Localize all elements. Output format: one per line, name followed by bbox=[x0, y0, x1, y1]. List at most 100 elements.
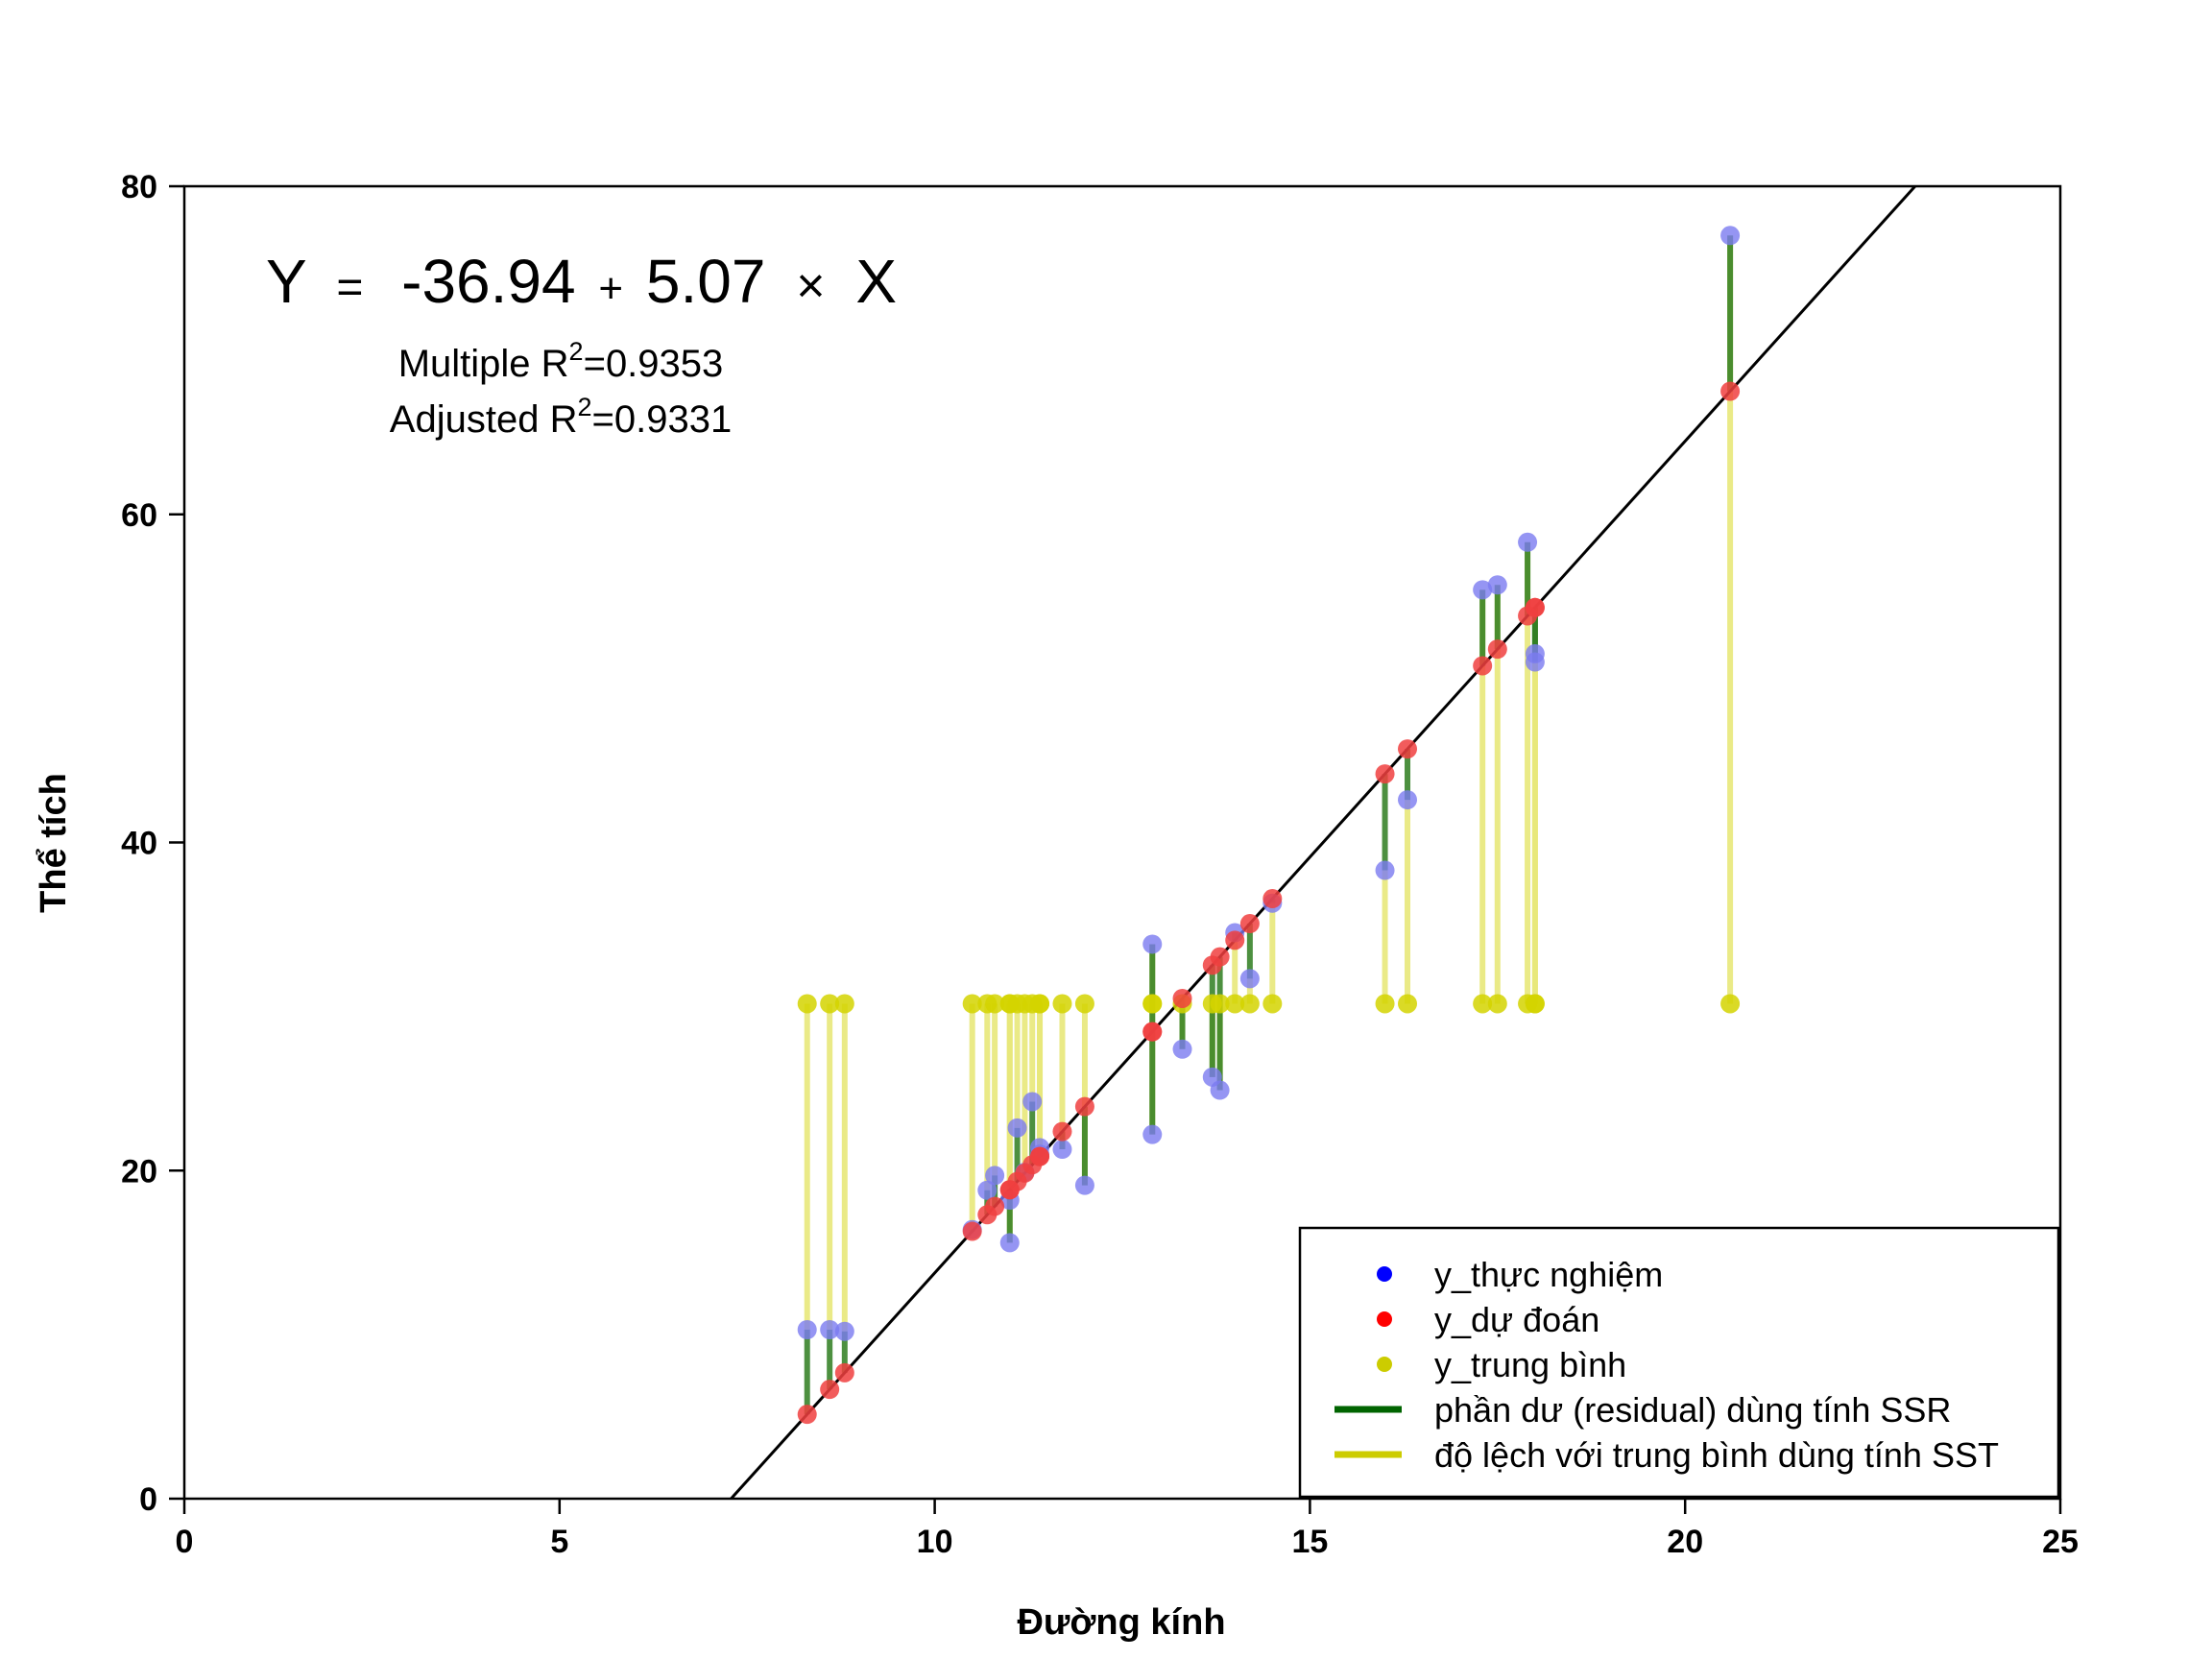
mean-point bbox=[1398, 994, 1418, 1014]
observed-point bbox=[1022, 1092, 1043, 1112]
x-tick-label: 5 bbox=[550, 1524, 568, 1560]
equation-equals: = bbox=[336, 262, 363, 313]
legend-box bbox=[1298, 1226, 2060, 1499]
legend-label-deviation: độ lệch với trung bình dùng tính SST bbox=[1434, 1435, 1999, 1475]
x-tick-label: 20 bbox=[1667, 1524, 1703, 1560]
mean-point bbox=[1262, 994, 1283, 1014]
observed-point bbox=[1398, 790, 1418, 810]
mean-point bbox=[1052, 994, 1072, 1014]
regression-line bbox=[730, 184, 1916, 1501]
mean-point bbox=[820, 994, 840, 1014]
observed-point bbox=[820, 1319, 840, 1339]
predicted-point bbox=[1525, 597, 1545, 617]
observed-point bbox=[1525, 652, 1545, 672]
y-tick-label: 40 bbox=[121, 826, 157, 862]
equation-y-symbol: Y bbox=[266, 247, 306, 316]
equation-x-symbol: X bbox=[855, 247, 897, 316]
observed-point bbox=[999, 1233, 1020, 1253]
predicted-point bbox=[985, 1196, 1005, 1216]
observed-point bbox=[1375, 860, 1395, 880]
x-axis-title: Đường kính bbox=[1017, 1602, 1225, 1643]
observed-point bbox=[1518, 532, 1538, 552]
multiple-r2-label: Multiple R2=0.9353 bbox=[398, 337, 724, 385]
legend: y_thực nghiệm y_dự đoán y_trung bình phầ… bbox=[1298, 1226, 2060, 1499]
data-points bbox=[797, 226, 1741, 1425]
predicted-point bbox=[1074, 1096, 1094, 1117]
legend-marker-mean bbox=[1377, 1357, 1392, 1372]
observed-point bbox=[1007, 1118, 1027, 1138]
equation-times: × bbox=[796, 258, 825, 314]
x-tick-label: 0 bbox=[176, 1524, 194, 1560]
predicted-point bbox=[1210, 947, 1230, 967]
predicted-point bbox=[1487, 639, 1507, 660]
mean-point bbox=[1030, 994, 1050, 1014]
x-tick-label: 10 bbox=[917, 1524, 953, 1560]
predicted-point bbox=[1142, 1022, 1163, 1042]
equation-slope: 5.07 bbox=[646, 247, 766, 316]
predicted-point bbox=[834, 1362, 854, 1382]
observed-point bbox=[1473, 580, 1493, 600]
mean-point bbox=[962, 994, 982, 1014]
x-tick-label: 15 bbox=[1291, 1524, 1328, 1560]
mean-point bbox=[1074, 994, 1094, 1014]
mean-point bbox=[1142, 994, 1163, 1014]
mean-point bbox=[834, 994, 854, 1014]
observed-point bbox=[1210, 1080, 1230, 1100]
mean-point bbox=[985, 994, 1005, 1014]
legend-marker-predicted bbox=[1377, 1311, 1392, 1327]
legend-label-residual: phần dư (residual) dùng tính SSR bbox=[1434, 1390, 1951, 1430]
predicted-point bbox=[1262, 889, 1283, 909]
observed-point bbox=[1720, 226, 1741, 246]
mean-point bbox=[797, 994, 817, 1014]
equation-annotation: Y = -36.94 + 5.07 × X Multiple R2=0.9353… bbox=[266, 247, 897, 441]
predicted-point bbox=[1052, 1121, 1072, 1142]
observed-point bbox=[1052, 1140, 1072, 1160]
predicted-point bbox=[1473, 656, 1493, 676]
y-tick-label: 0 bbox=[139, 1481, 157, 1518]
predicted-point bbox=[1398, 739, 1418, 759]
predicted-point bbox=[1720, 381, 1741, 401]
x-tick-label: 25 bbox=[2042, 1524, 2079, 1560]
observed-point bbox=[1172, 1039, 1192, 1059]
predicted-point bbox=[1225, 930, 1245, 950]
regression-fit-line bbox=[730, 184, 1916, 1501]
legend-label-mean: y_trung bình bbox=[1434, 1345, 1626, 1384]
observed-point bbox=[1487, 575, 1507, 595]
observed-point bbox=[1142, 934, 1163, 954]
mean-point bbox=[1375, 994, 1395, 1014]
predicted-point bbox=[962, 1221, 982, 1241]
legend-marker-observed bbox=[1377, 1266, 1392, 1282]
predicted-point bbox=[820, 1380, 840, 1400]
observed-point bbox=[1239, 969, 1260, 989]
observed-point bbox=[797, 1319, 817, 1339]
y-tick-label: 60 bbox=[121, 497, 157, 534]
predicted-point bbox=[1239, 914, 1260, 934]
observed-point bbox=[977, 1180, 998, 1200]
svg-text:Y = -36.94 +: Y = -36.94 + 5.07 × X bbox=[266, 247, 897, 316]
mean-point bbox=[1239, 994, 1260, 1014]
y-tick-label: 20 bbox=[121, 1153, 157, 1190]
y-tick-label: 80 bbox=[121, 169, 157, 205]
mean-point bbox=[1720, 994, 1741, 1014]
deviation-lines bbox=[804, 235, 1734, 1332]
predicted-point bbox=[797, 1405, 817, 1425]
legend-label-observed: y_thực nghiệm bbox=[1434, 1255, 1663, 1294]
mean-point bbox=[1487, 994, 1507, 1014]
mean-point bbox=[1525, 994, 1545, 1014]
legend-label-predicted: y_dự đoán bbox=[1434, 1300, 1599, 1339]
adjusted-r2-label: Adjusted R2=0.9331 bbox=[390, 393, 732, 441]
y-axis-title: Thể tích bbox=[34, 773, 74, 913]
mean-point bbox=[1210, 994, 1230, 1014]
equation-plus: + bbox=[598, 265, 623, 312]
predicted-point bbox=[1172, 988, 1192, 1008]
mean-point bbox=[1473, 994, 1493, 1014]
observed-point bbox=[1074, 1175, 1094, 1195]
predicted-point bbox=[1030, 1146, 1050, 1166]
observed-point bbox=[1142, 1124, 1163, 1144]
axes: 0 5 10 15 20 25 0 20 40 60 80 bbox=[121, 169, 2079, 1560]
mean-point bbox=[1225, 994, 1245, 1014]
observed-point bbox=[985, 1166, 1005, 1186]
predicted-point bbox=[1375, 764, 1395, 784]
observed-point bbox=[834, 1321, 854, 1341]
